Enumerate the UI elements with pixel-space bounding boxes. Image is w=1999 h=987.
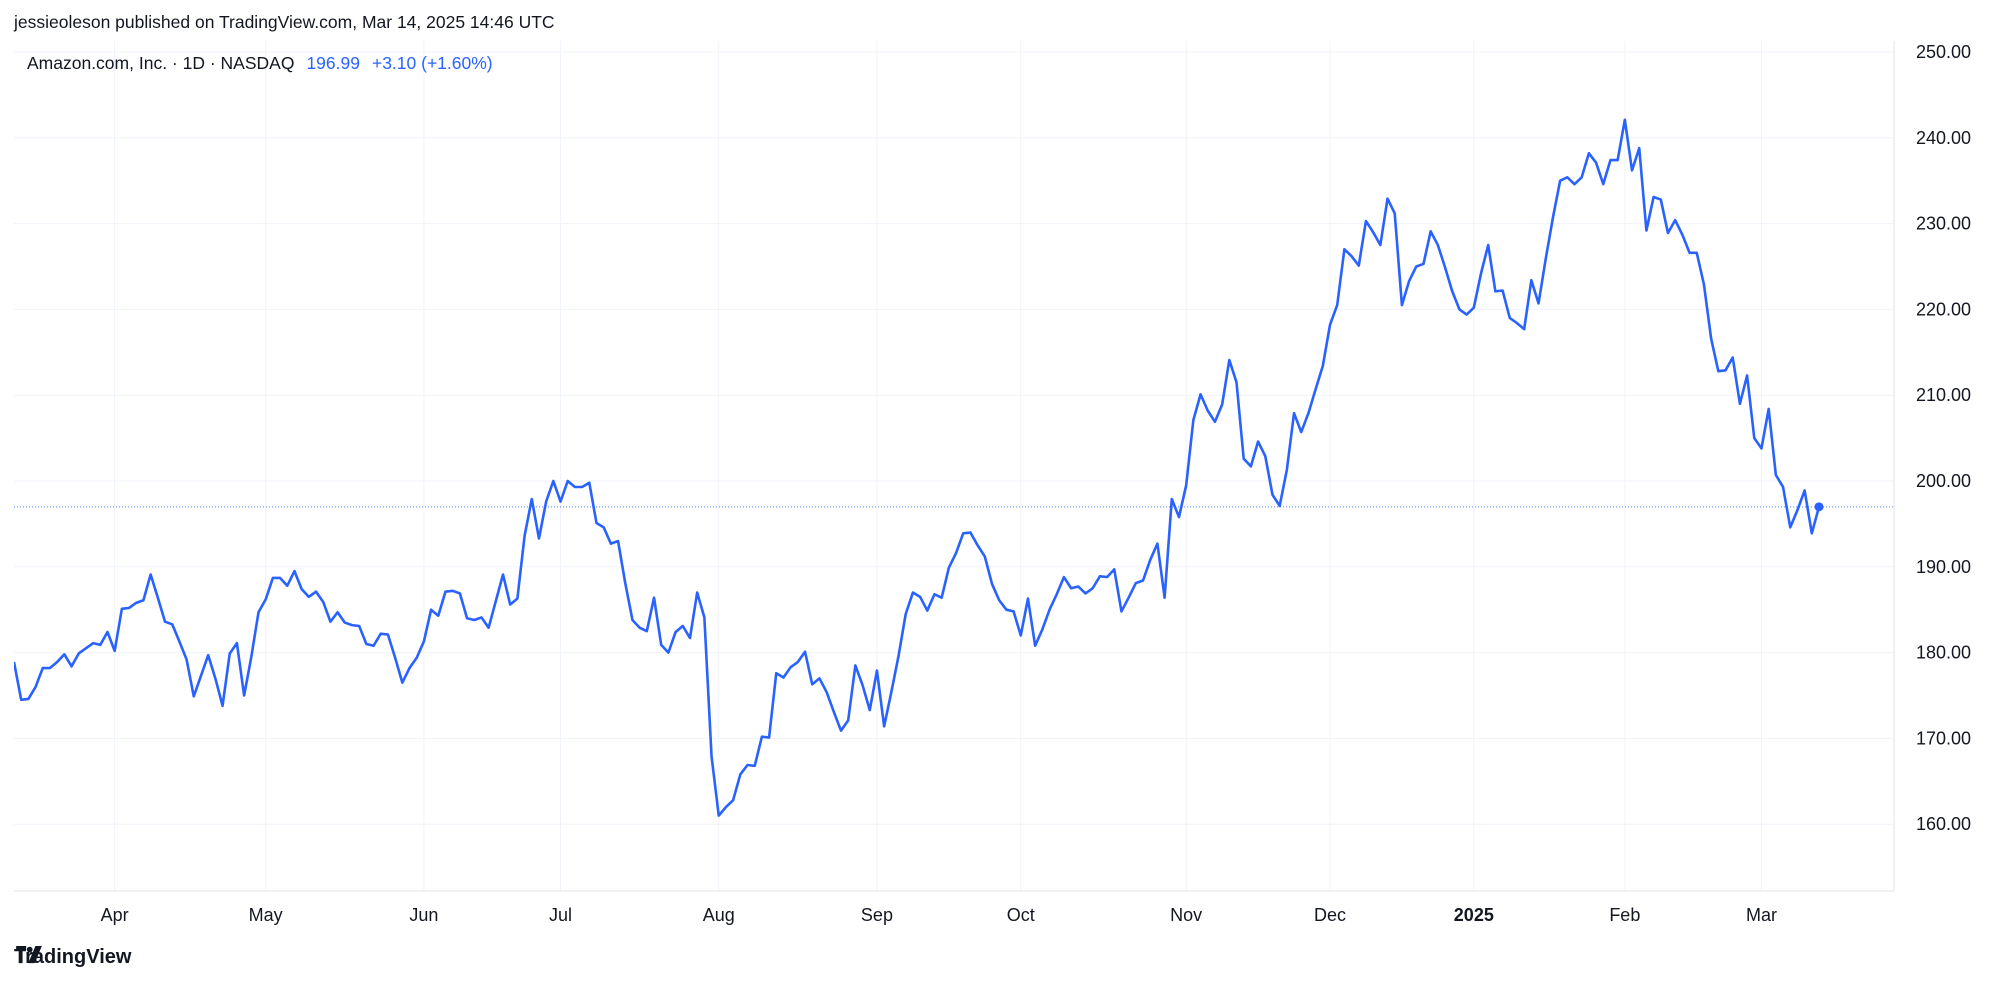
legend-price: 196.99 [306,53,360,73]
x-tick-label: Aug [703,905,735,925]
tradingview-logo-icon [16,946,42,964]
y-tick-label: 200.00 [1916,471,1971,491]
x-tick-label: Feb [1609,905,1640,925]
footer-brand-label: TradingView [14,946,132,968]
legend: Amazon.com, Inc. · 1D · NASDAQ 196.99 +3… [27,53,493,73]
y-tick-label: 230.00 [1916,214,1971,234]
y-tick-label: 160.00 [1916,814,1971,834]
x-tick-label: Apr [101,905,129,925]
legend-change: +3.10 (+1.60%) [372,53,493,73]
x-tick-label: Jun [409,905,438,925]
x-tick-label: May [249,905,283,925]
x-tick-label: Dec [1314,905,1346,925]
x-tick-label: Jul [549,905,572,925]
x-tick-label: Mar [1746,905,1777,925]
legend-symbol: Amazon.com, Inc. · 1D · NASDAQ [27,53,294,73]
x-tick-label: Nov [1170,905,1202,925]
y-tick-label: 210.00 [1916,385,1971,405]
y-tick-label: 220.00 [1916,299,1971,319]
footer-brand[interactable]: TradingView [14,946,131,969]
x-tick-label: Sep [861,905,893,925]
time-axis[interactable]: Apr May Jun Jul Aug Sep Oct Nov Dec 2025 Feb Mar [101,905,1777,925]
y-tick-label: 250.00 [1916,42,1971,62]
y-tick-label: 190.00 [1916,557,1971,577]
price-axis[interactable]: 160.00 170.00 180.00 190.00 200.00 210.00 220.… [1916,42,1971,834]
y-tick-label: 240.00 [1916,128,1971,148]
series-layer [14,118,1824,817]
chart-area[interactable]: 160.00 170.00 180.00 190.00 200.00 210.00 220.… [14,41,1986,933]
publisher-header: jessieoleson published on TradingView.co… [14,12,555,32]
x-tick-label: 2025 [1454,905,1494,925]
last-price-marker [1814,502,1824,512]
y-tick-label: 180.00 [1916,643,1971,663]
x-tick-label: Oct [1007,905,1035,925]
price-series-line [14,118,1821,817]
price-chart[interactable]: 160.00 170.00 180.00 190.00 200.00 210.00 220.… [14,41,1986,933]
grid-lines [14,41,1895,892]
y-tick-label: 170.00 [1916,728,1971,748]
